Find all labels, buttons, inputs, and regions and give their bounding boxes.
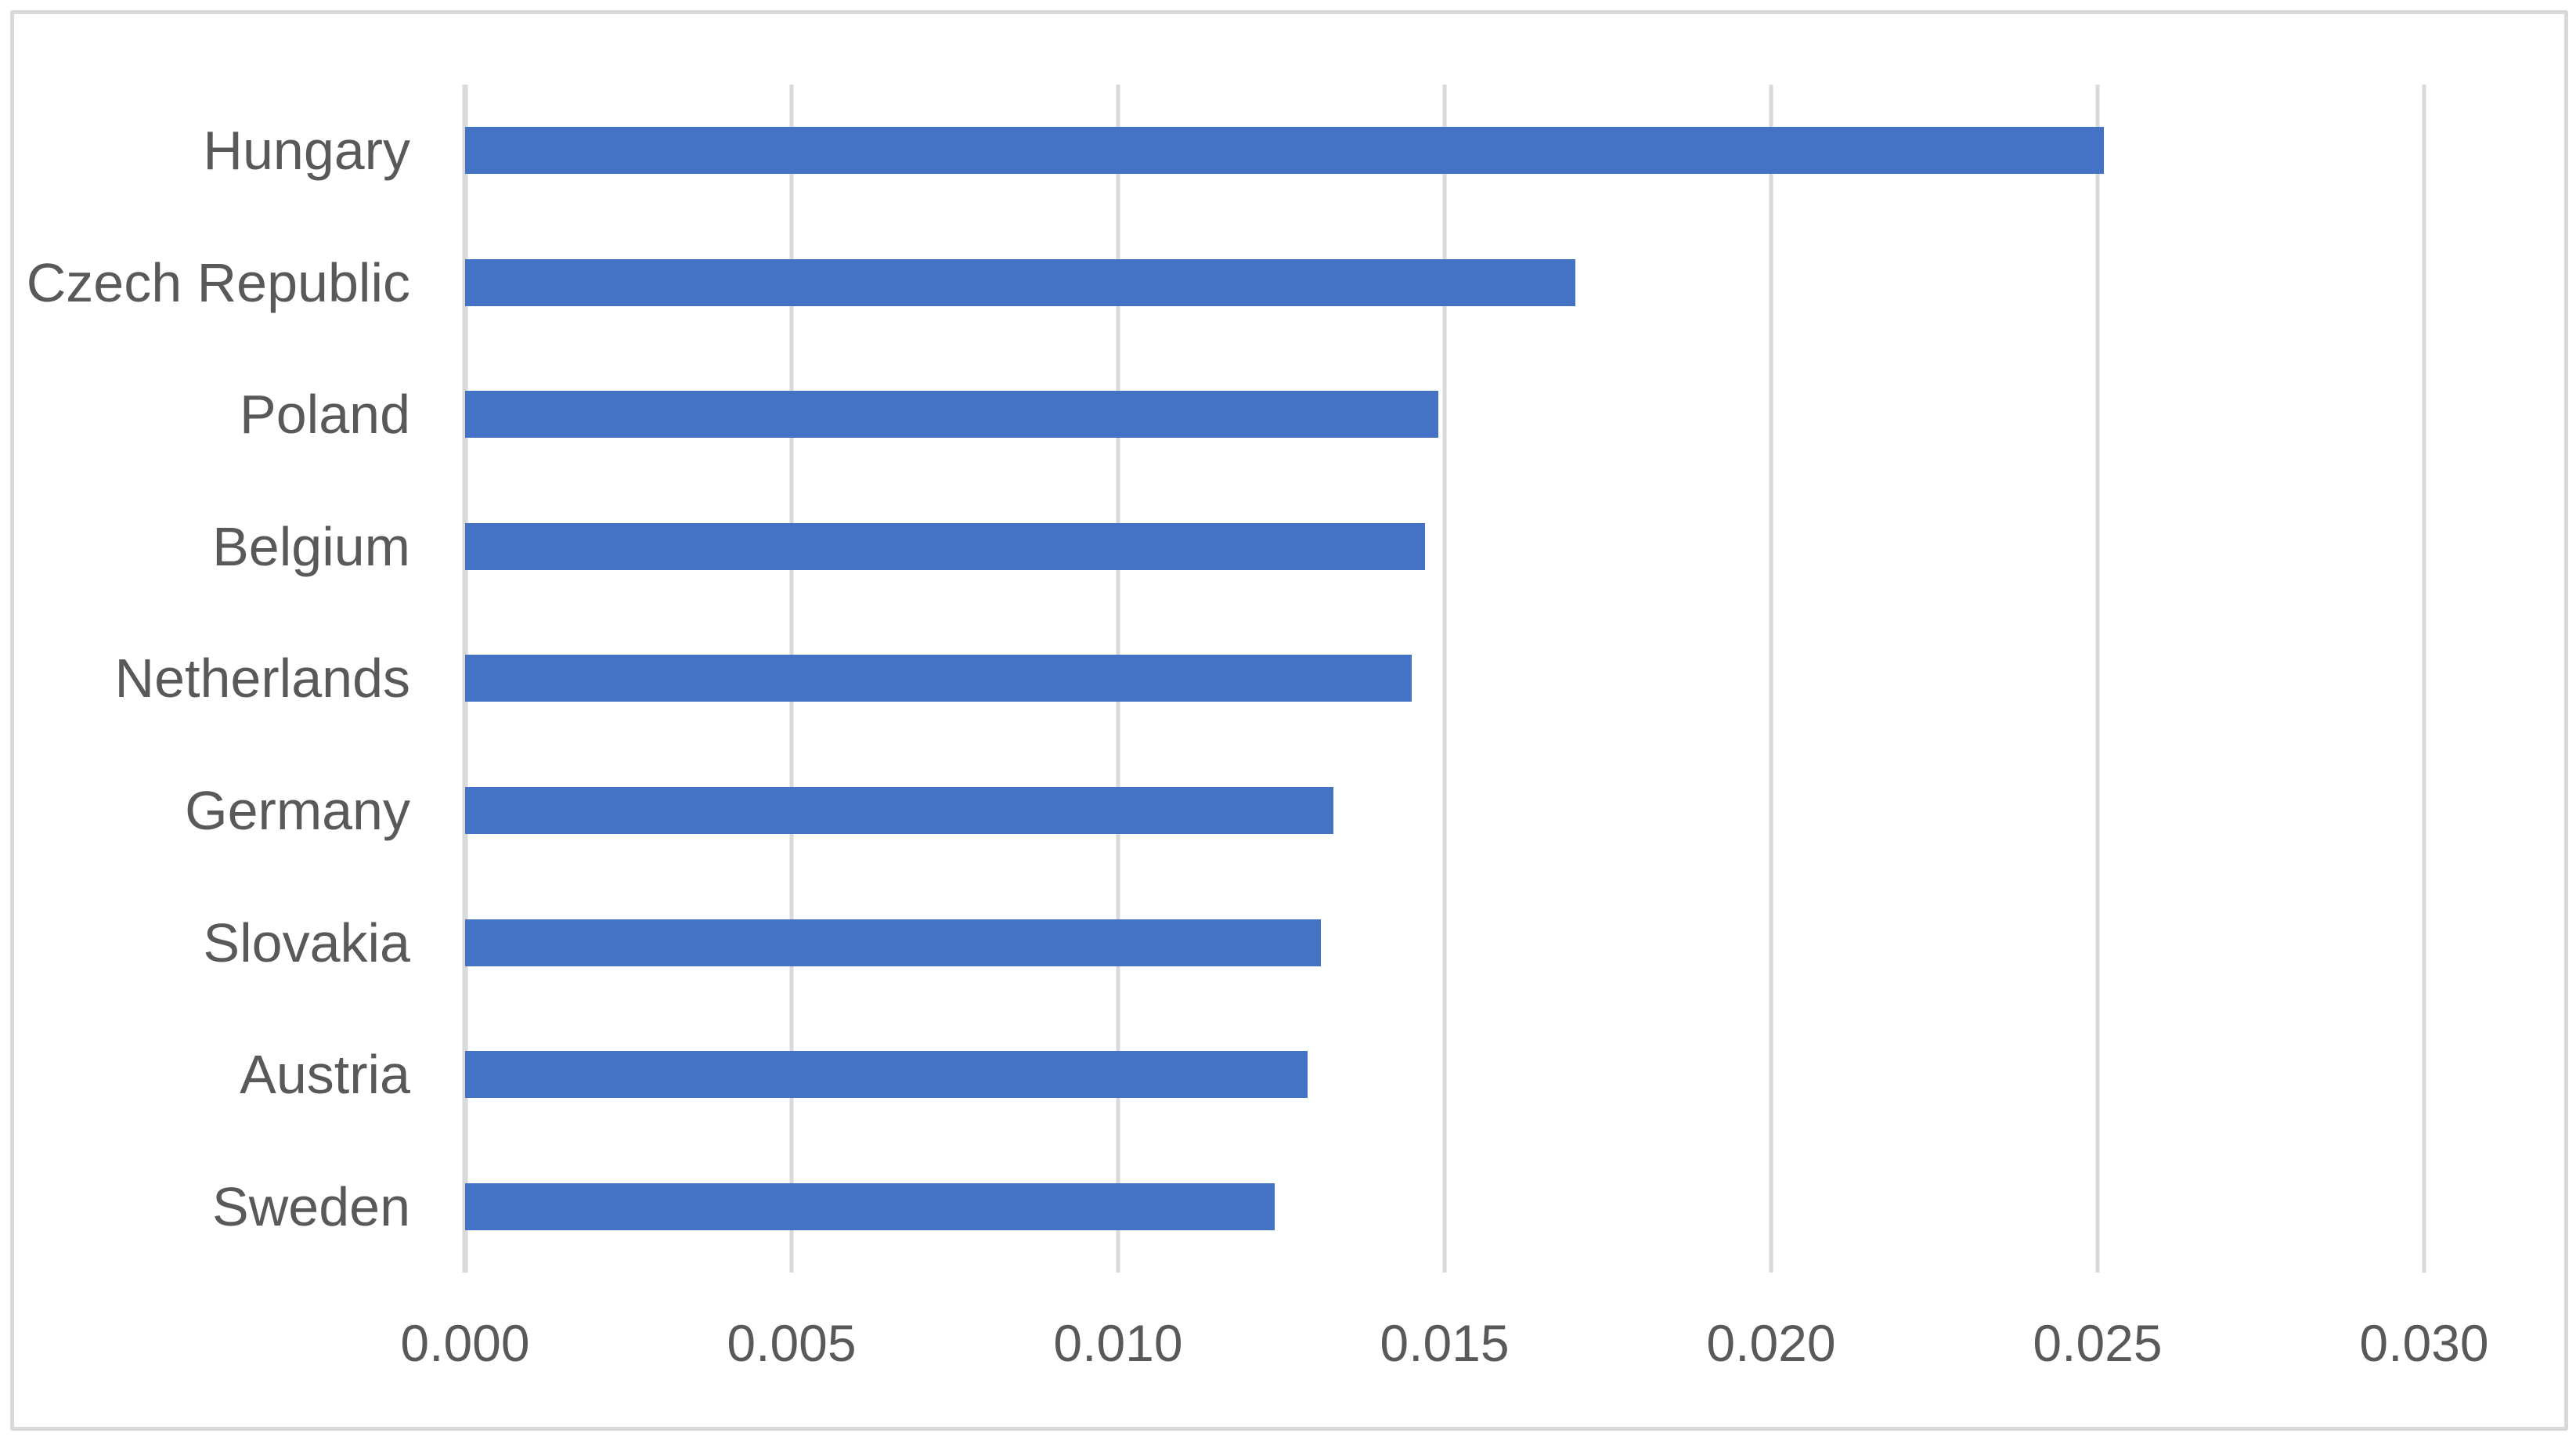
bar-row [465, 481, 2424, 613]
bar [465, 391, 1438, 439]
bar [465, 655, 1412, 702]
category-label: Austria [240, 1044, 410, 1106]
gridline [2422, 85, 2426, 1273]
bar-row [465, 612, 2424, 745]
x-tick-label: 0.030 [2359, 1314, 2489, 1372]
x-tick-label: 0.020 [1706, 1314, 1836, 1372]
bar-row [465, 217, 2424, 349]
bar [465, 787, 1334, 835]
category-label: Slovakia [203, 912, 410, 973]
x-tick-label: 0.015 [1380, 1314, 1510, 1372]
plot-area [462, 85, 2426, 1273]
x-axis-tick-labels: 0.000 0.005 0.010 0.015 0.020 0.025 0.030 [400, 1273, 2488, 1417]
gridline [1769, 85, 1773, 1273]
x-tick-label: 0.000 [400, 1314, 530, 1372]
category-label: Poland [240, 384, 410, 446]
bar-row [465, 745, 2424, 877]
category-label: Czech Republic [26, 251, 410, 313]
bar [465, 919, 1321, 966]
gridline [1442, 85, 1447, 1273]
category-label: Sweden [212, 1175, 410, 1237]
category-label: Germany [185, 780, 410, 842]
bar-row [465, 1009, 2424, 1141]
x-tick-label: 0.005 [727, 1314, 857, 1372]
x-tick-label: 0.010 [1053, 1314, 1183, 1372]
bar [465, 1182, 1275, 1230]
bar-row [465, 876, 2424, 1009]
bar [465, 258, 1575, 306]
category-label: Netherlands [114, 648, 410, 709]
category-label: Belgium [212, 515, 410, 577]
category-label: Hungary [203, 120, 410, 182]
bar-row [465, 348, 2424, 481]
bar [465, 127, 2105, 175]
bar-row [465, 85, 2424, 217]
gridline [2095, 85, 2100, 1273]
bar [465, 1051, 1308, 1099]
x-tick-label: 0.025 [2033, 1314, 2163, 1372]
bar-chart: Hungary Czech Republic Poland Belgium Nether… [10, 10, 2568, 1431]
category-axis-labels: Hungary Czech Republic Poland Belgium Nether… [14, 85, 410, 1273]
bar-row [465, 1140, 2424, 1273]
bar [465, 522, 1425, 570]
